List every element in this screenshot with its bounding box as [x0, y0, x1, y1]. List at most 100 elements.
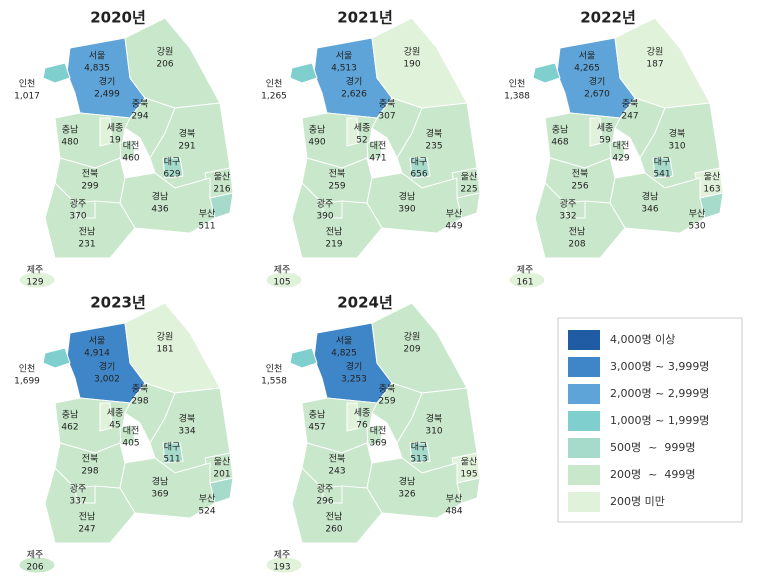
region-name: 대전	[613, 141, 630, 152]
legend-swatch	[568, 384, 600, 404]
legend-swatch	[568, 465, 600, 485]
region-value: 4,835	[84, 64, 110, 74]
region-value: 480	[61, 138, 78, 148]
region-name: 경남	[152, 476, 169, 488]
region-value: 187	[646, 60, 663, 70]
region-shape	[409, 442, 431, 464]
legend-label: 2,000명 ~ 2,999명	[610, 387, 709, 400]
region-name: 경북	[669, 128, 686, 140]
region-value: 209	[403, 345, 420, 355]
region-value: 2,499	[94, 90, 120, 100]
region-name: 세종	[354, 123, 371, 134]
region-shape	[699, 192, 724, 219]
region-value: 457	[308, 423, 325, 433]
region-value: 235	[425, 142, 442, 152]
map-shapes	[18, 302, 234, 574]
region-name: 대구	[164, 442, 181, 453]
region-name: 광주	[317, 483, 334, 495]
region-value: 259	[328, 182, 345, 192]
region-value: 3,253	[341, 375, 367, 385]
region-value: 52	[356, 136, 367, 146]
region-name: 충남	[62, 410, 79, 421]
region-value: 1,017	[14, 92, 40, 102]
legend-swatch	[568, 492, 600, 512]
region-value: 190	[403, 60, 420, 70]
region-name: 전북	[329, 454, 346, 465]
region-value: 193	[273, 563, 290, 573]
region-shape	[456, 192, 481, 219]
region-value: 369	[151, 490, 168, 500]
region-name: 전남	[569, 227, 586, 238]
region-name: 충북	[622, 99, 639, 110]
region-name: 세종	[597, 123, 614, 134]
region-value: 460	[122, 154, 139, 164]
region-name: 전남	[79, 512, 96, 523]
region-value: 307	[378, 112, 395, 122]
region-value: 181	[156, 345, 173, 355]
map-title: 2023년	[90, 294, 146, 312]
legend-label: 1,000명 ~ 1,999명	[610, 414, 709, 427]
region-name: 경기	[346, 361, 363, 373]
map-shapes	[508, 17, 724, 289]
map-labels: 서울 4,513 경기 2,626 인천 1,265 강원 190 충북 307 충남 490 세종 52…	[261, 47, 477, 288]
region-value: 4,265	[574, 64, 600, 74]
legend-label: 500명 ~ 999명	[610, 441, 695, 454]
region-value: 4,825	[331, 349, 357, 359]
region-name: 충북	[132, 99, 149, 110]
region-shape	[534, 182, 626, 259]
legend-label: 200명 미만	[610, 495, 665, 508]
region-name: 충북	[379, 384, 396, 395]
region-name: 강원	[157, 47, 174, 58]
region-name: 경기	[99, 361, 116, 373]
region-value: 206	[156, 60, 173, 70]
region-shape	[366, 139, 383, 161]
region-shape	[291, 182, 383, 259]
region-value: 291	[178, 142, 195, 152]
region-value: 490	[308, 138, 325, 148]
region-value: 59	[599, 136, 611, 146]
region-name: 경남	[642, 191, 659, 203]
region-name: 광주	[70, 198, 87, 210]
region-value: 436	[151, 205, 168, 215]
region-name: 대전	[370, 426, 387, 437]
region-value: 231	[78, 240, 95, 250]
region-name: 충남	[309, 125, 326, 136]
region-value: 484	[445, 507, 462, 517]
region-name: 세종	[107, 408, 124, 419]
region-shape	[162, 157, 184, 179]
region-name: 대전	[370, 141, 387, 152]
region-name: 대전	[123, 426, 140, 437]
region-name: 대전	[123, 141, 140, 152]
region-value: 225	[460, 185, 477, 195]
region-shape	[532, 62, 561, 84]
region-value: 163	[703, 185, 720, 195]
region-name: 울산	[214, 172, 231, 183]
region-name: 광주	[70, 483, 87, 495]
region-name: 인천	[19, 79, 36, 90]
region-value: 45	[109, 421, 120, 431]
region-value: 513	[410, 455, 427, 465]
region-name: 경북	[179, 413, 196, 425]
region-name: 경남	[399, 191, 416, 203]
region-name: 인천	[266, 79, 283, 90]
region-name: 울산	[704, 172, 721, 183]
region-name: 울산	[214, 457, 231, 468]
region-name: 충남	[309, 410, 326, 421]
region-value: 298	[81, 467, 98, 477]
region-shape	[99, 117, 113, 147]
region-shape	[346, 117, 360, 147]
region-value: 629	[163, 170, 180, 180]
region-value: 370	[69, 212, 86, 222]
region-name: 대구	[654, 157, 671, 168]
region-value: 334	[178, 427, 195, 437]
map-shapes	[265, 17, 481, 289]
region-shape	[42, 347, 71, 369]
region-value: 471	[369, 154, 386, 164]
region-value: 541	[653, 170, 670, 180]
region-name: 강원	[404, 47, 421, 58]
region-shape	[44, 467, 136, 544]
